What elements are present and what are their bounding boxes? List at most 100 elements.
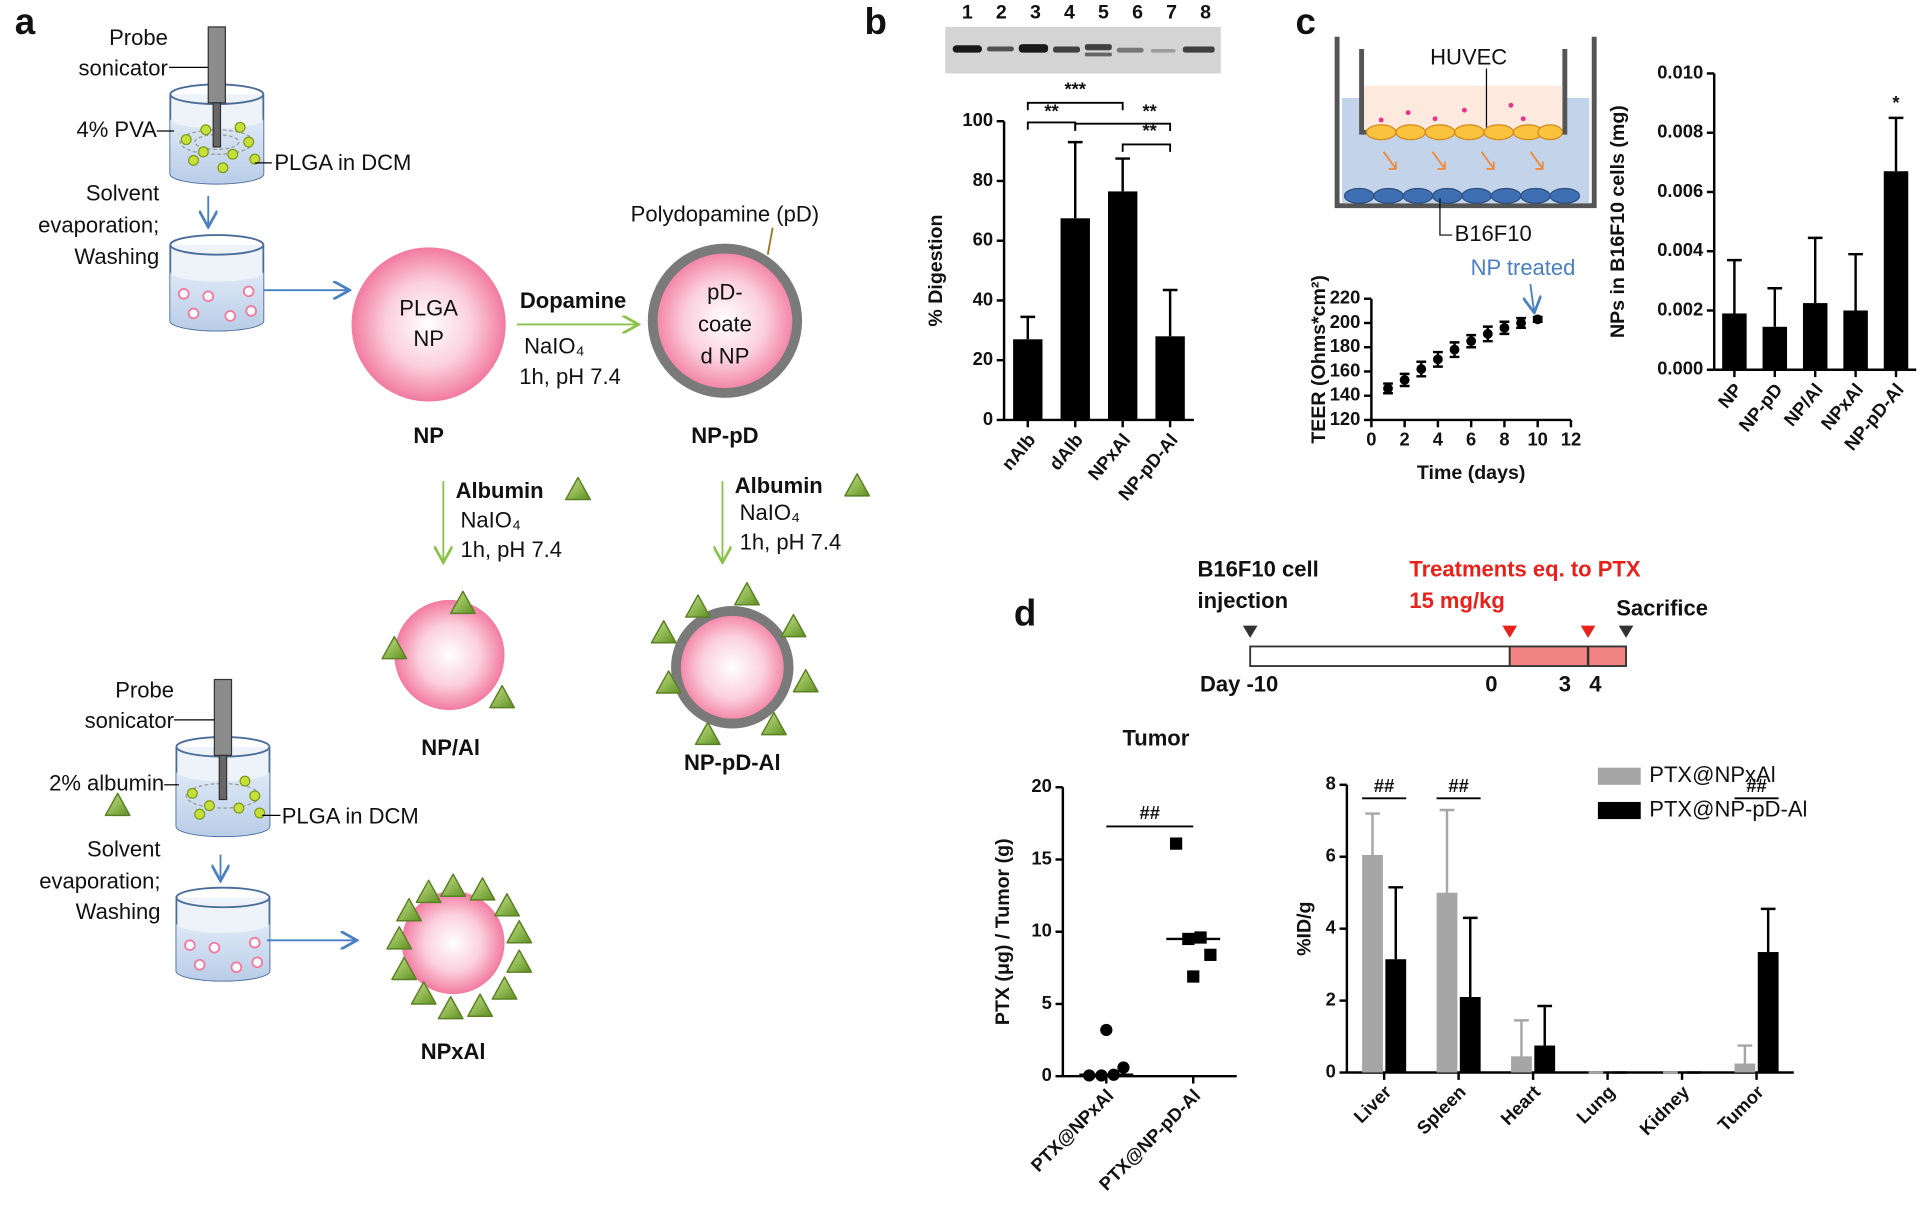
- annotation: *: [1892, 92, 1900, 113]
- y-tick-label: 20: [973, 348, 993, 369]
- bar: [1459, 997, 1481, 1073]
- label: NP-pD-Al: [684, 750, 781, 775]
- label: coate: [698, 311, 752, 336]
- point: [1117, 1061, 1130, 1074]
- bar: [1155, 336, 1185, 420]
- point: [1499, 322, 1510, 333]
- x-axis-label: Time (days): [1417, 462, 1525, 484]
- error-bar: [1462, 916, 1478, 998]
- label: Albumin: [735, 473, 823, 498]
- annotation: **: [1044, 100, 1059, 121]
- annotation: **: [1142, 100, 1157, 121]
- gel-image: [945, 26, 1221, 74]
- albumin-icon: [565, 476, 591, 501]
- error-bar: [1388, 886, 1404, 960]
- transwell-diagram: [1334, 36, 1597, 236]
- bar: [1757, 952, 1779, 1073]
- label: Washing: [74, 244, 159, 269]
- label: PLGA: [399, 296, 458, 321]
- label: NPxAl: [421, 1039, 486, 1064]
- lane-label: 3: [1030, 2, 1041, 24]
- y-tick-label: 0.006: [1657, 180, 1703, 201]
- error-bar: [1020, 315, 1036, 340]
- x-tick-label: 2: [1400, 429, 1410, 450]
- error-bar: [1807, 236, 1823, 304]
- annotation: ##: [1448, 775, 1468, 796]
- y-axis-label: TEER (Ohms*cm²): [1308, 275, 1330, 444]
- point: [1194, 931, 1207, 944]
- beaker-washing: [169, 234, 265, 332]
- lane-label: 2: [996, 2, 1007, 24]
- label: NP-pD: [691, 423, 758, 448]
- point: [1383, 383, 1393, 394]
- label: Probe: [109, 25, 168, 50]
- leader-line: [766, 227, 774, 255]
- label: 1h, pH 7.4: [740, 529, 842, 554]
- npxal-particle: [386, 873, 533, 1020]
- y-tick-label: 220: [1330, 287, 1361, 308]
- label: Washing: [76, 899, 161, 924]
- point: [1516, 318, 1526, 328]
- error-bar: [1365, 812, 1380, 855]
- x-tick-label: PTX@NPxAl: [1026, 1085, 1117, 1176]
- bar: [1883, 171, 1909, 370]
- x-tick-label: Spleen: [1412, 1081, 1469, 1138]
- x-tick-label: 12: [1561, 429, 1581, 450]
- label: Sacrifice: [1616, 596, 1708, 621]
- legend-swatch: [1597, 767, 1641, 785]
- x-tick-label: Heart: [1496, 1081, 1544, 1129]
- error-bar: [1888, 116, 1904, 172]
- bar: [1013, 339, 1043, 420]
- bar: [1843, 310, 1868, 370]
- y-tick-label: 120: [1330, 408, 1361, 429]
- bar: [1511, 1056, 1532, 1073]
- annotation: ##: [1140, 802, 1160, 823]
- x-tick-label: 0: [1366, 429, 1376, 450]
- y-tick-label: 4: [1326, 917, 1337, 938]
- bar: [1362, 854, 1383, 1073]
- point: [1204, 948, 1217, 961]
- beaker-washing: [175, 886, 271, 982]
- y-tick-label: 20: [1031, 775, 1051, 796]
- lane-label: 5: [1098, 2, 1109, 24]
- beaker-sonication: [164, 678, 281, 838]
- albumin-icon: [104, 792, 131, 817]
- label: sonicator: [79, 56, 168, 81]
- label: d NP: [700, 343, 749, 368]
- bar: [1722, 313, 1747, 370]
- label: Treatments eq. to PTX: [1409, 556, 1641, 581]
- error-bar: [1439, 808, 1455, 893]
- lane-label: 7: [1166, 2, 1177, 24]
- x-tick-label: dAlb: [1045, 429, 1087, 474]
- timeline: [1242, 625, 1634, 667]
- y-tick-label: 140: [1330, 384, 1361, 405]
- point: [1466, 336, 1477, 347]
- label: NP: [413, 423, 444, 448]
- label: 4% PVA: [76, 117, 157, 142]
- bracket: [1026, 121, 1077, 130]
- synthesis-labels: Probe sonicator 4% PVA PLGA in DCM Solve…: [38, 25, 841, 1064]
- point: [1482, 328, 1493, 339]
- bracket: [1074, 122, 1172, 132]
- x-tick-label: 6: [1466, 429, 1476, 450]
- point: [1449, 344, 1460, 355]
- x-tick-label: nAlb: [997, 429, 1039, 474]
- error-bar: [1162, 288, 1178, 337]
- y-tick-label: 0.000: [1657, 358, 1703, 379]
- y-tick-label: 60: [973, 229, 993, 250]
- y-tick-label: 80: [973, 169, 993, 190]
- y-tick-label: 40: [973, 288, 993, 309]
- x-tick-label: 10: [1527, 429, 1547, 450]
- annotation: ##: [1374, 775, 1394, 796]
- panel-label: b: [865, 1, 887, 42]
- bracket: [1026, 101, 1124, 111]
- y-tick-label: 0: [1326, 1060, 1336, 1081]
- np-pd-al-particle: [650, 582, 819, 746]
- label: Albumin: [456, 478, 544, 503]
- y-tick-label: 0.004: [1657, 239, 1704, 260]
- annotation: ##: [1746, 775, 1766, 796]
- annotation: NP treated: [1471, 255, 1576, 280]
- error-bar: [1537, 1004, 1553, 1046]
